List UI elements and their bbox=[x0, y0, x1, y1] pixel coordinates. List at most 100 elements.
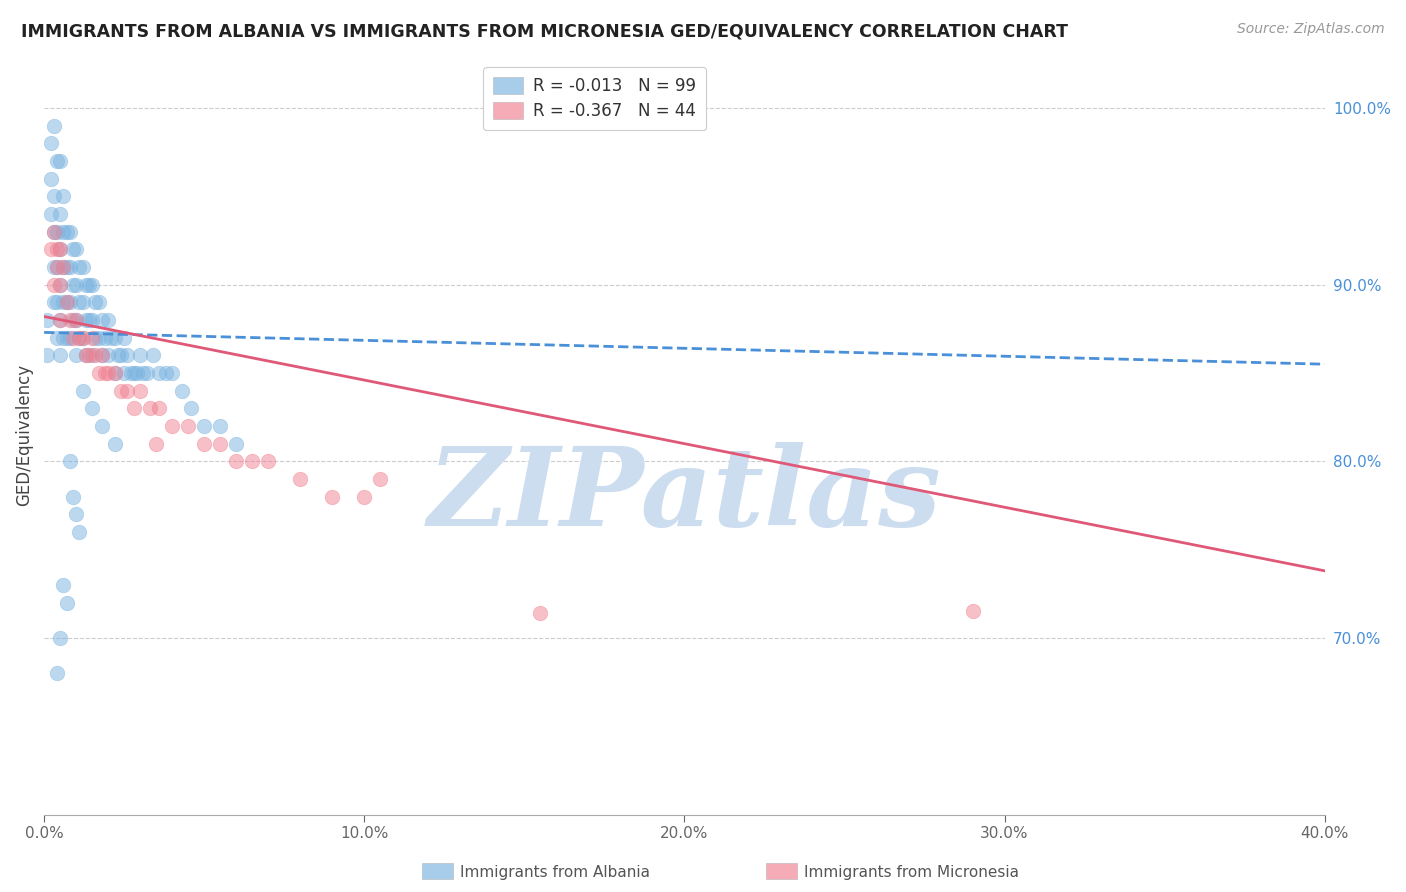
Point bbox=[42, 277, 65, 292]
Point bbox=[103, 436, 125, 450]
Point bbox=[72, 331, 94, 345]
Point bbox=[962, 604, 984, 618]
Point bbox=[180, 401, 202, 416]
Point bbox=[82, 401, 104, 416]
Point bbox=[37, 348, 59, 362]
Text: ZIPatlas: ZIPatlas bbox=[427, 442, 942, 549]
Point bbox=[87, 366, 110, 380]
Point bbox=[42, 225, 65, 239]
Point bbox=[129, 348, 152, 362]
Point bbox=[90, 348, 112, 362]
Point bbox=[135, 366, 157, 380]
Point bbox=[72, 295, 94, 310]
Point bbox=[65, 508, 87, 522]
Point bbox=[37, 313, 59, 327]
Point bbox=[77, 348, 100, 362]
Point bbox=[39, 171, 62, 186]
Point bbox=[49, 348, 72, 362]
Point bbox=[52, 260, 75, 274]
Point bbox=[112, 331, 135, 345]
Point bbox=[62, 243, 84, 257]
Point bbox=[94, 366, 117, 380]
Point bbox=[59, 295, 82, 310]
Point bbox=[103, 366, 125, 380]
Point bbox=[59, 331, 82, 345]
Point bbox=[67, 295, 90, 310]
Point bbox=[59, 225, 82, 239]
Point bbox=[97, 348, 120, 362]
Point bbox=[52, 331, 75, 345]
Point bbox=[100, 331, 122, 345]
Point bbox=[90, 313, 112, 327]
Point bbox=[529, 606, 551, 620]
Point bbox=[177, 419, 200, 434]
Y-axis label: GED/Equivalency: GED/Equivalency bbox=[15, 364, 32, 506]
Point bbox=[193, 436, 215, 450]
Text: Immigrants from Albania: Immigrants from Albania bbox=[460, 865, 650, 880]
Point bbox=[75, 348, 97, 362]
Point bbox=[52, 189, 75, 203]
Point bbox=[84, 331, 107, 345]
Point bbox=[67, 524, 90, 539]
Point bbox=[65, 313, 87, 327]
Point bbox=[90, 348, 112, 362]
Point bbox=[52, 260, 75, 274]
Point bbox=[75, 348, 97, 362]
Point bbox=[45, 260, 67, 274]
Point bbox=[155, 366, 177, 380]
Point bbox=[67, 331, 90, 345]
Point bbox=[94, 331, 117, 345]
Point bbox=[45, 154, 67, 169]
Point bbox=[209, 419, 232, 434]
Point bbox=[87, 331, 110, 345]
Point bbox=[112, 366, 135, 380]
Point bbox=[42, 295, 65, 310]
Point bbox=[65, 277, 87, 292]
Point bbox=[49, 313, 72, 327]
Point bbox=[257, 454, 280, 468]
Point bbox=[65, 243, 87, 257]
Point bbox=[72, 260, 94, 274]
Point bbox=[170, 384, 193, 398]
Point bbox=[62, 331, 84, 345]
Point bbox=[225, 436, 247, 450]
Point bbox=[129, 384, 152, 398]
Point bbox=[45, 260, 67, 274]
Point bbox=[117, 348, 139, 362]
Point bbox=[65, 313, 87, 327]
Point bbox=[49, 313, 72, 327]
Point bbox=[59, 454, 82, 468]
Point bbox=[55, 295, 77, 310]
Point bbox=[72, 331, 94, 345]
Point bbox=[67, 260, 90, 274]
Point bbox=[42, 225, 65, 239]
Point bbox=[160, 419, 183, 434]
Point bbox=[103, 366, 125, 380]
Point bbox=[122, 401, 145, 416]
Point bbox=[45, 666, 67, 681]
Point bbox=[49, 243, 72, 257]
Text: Immigrants from Micronesia: Immigrants from Micronesia bbox=[804, 865, 1019, 880]
Point bbox=[52, 295, 75, 310]
Point bbox=[209, 436, 232, 450]
Point bbox=[97, 313, 120, 327]
Point bbox=[82, 313, 104, 327]
Point bbox=[368, 472, 391, 486]
Point bbox=[49, 207, 72, 221]
Point bbox=[72, 384, 94, 398]
Point bbox=[77, 313, 100, 327]
Text: IMMIGRANTS FROM ALBANIA VS IMMIGRANTS FROM MICRONESIA GED/EQUIVALENCY CORRELATIO: IMMIGRANTS FROM ALBANIA VS IMMIGRANTS FR… bbox=[21, 22, 1069, 40]
Point bbox=[122, 366, 145, 380]
Point bbox=[55, 331, 77, 345]
Point bbox=[39, 207, 62, 221]
Point bbox=[49, 631, 72, 645]
Point bbox=[148, 401, 170, 416]
Point bbox=[139, 401, 162, 416]
Point bbox=[132, 366, 155, 380]
Point bbox=[59, 260, 82, 274]
Point bbox=[75, 277, 97, 292]
Point bbox=[55, 295, 77, 310]
Point bbox=[290, 472, 312, 486]
Point bbox=[145, 436, 167, 450]
Point bbox=[193, 419, 215, 434]
